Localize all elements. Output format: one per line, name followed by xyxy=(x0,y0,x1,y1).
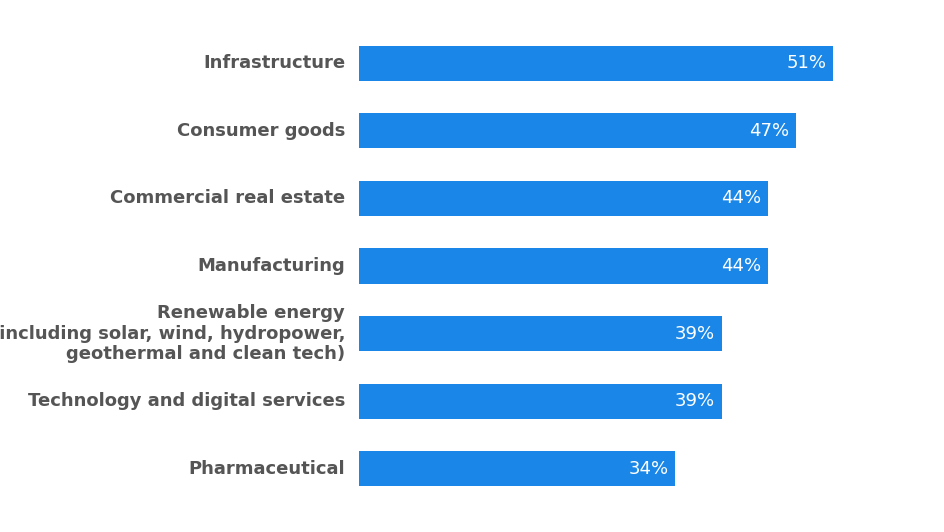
Text: 44%: 44% xyxy=(720,189,761,207)
Bar xyxy=(359,316,721,351)
Bar xyxy=(359,451,674,486)
Bar xyxy=(359,181,767,216)
Text: 39%: 39% xyxy=(674,325,715,343)
Text: 39%: 39% xyxy=(674,392,715,410)
Bar xyxy=(359,248,767,284)
Bar xyxy=(359,46,833,81)
Text: 51%: 51% xyxy=(785,54,826,72)
Text: 34%: 34% xyxy=(628,460,667,478)
Text: 47%: 47% xyxy=(749,122,788,140)
Bar xyxy=(359,384,721,419)
Text: 44%: 44% xyxy=(720,257,761,275)
Bar xyxy=(359,113,795,148)
